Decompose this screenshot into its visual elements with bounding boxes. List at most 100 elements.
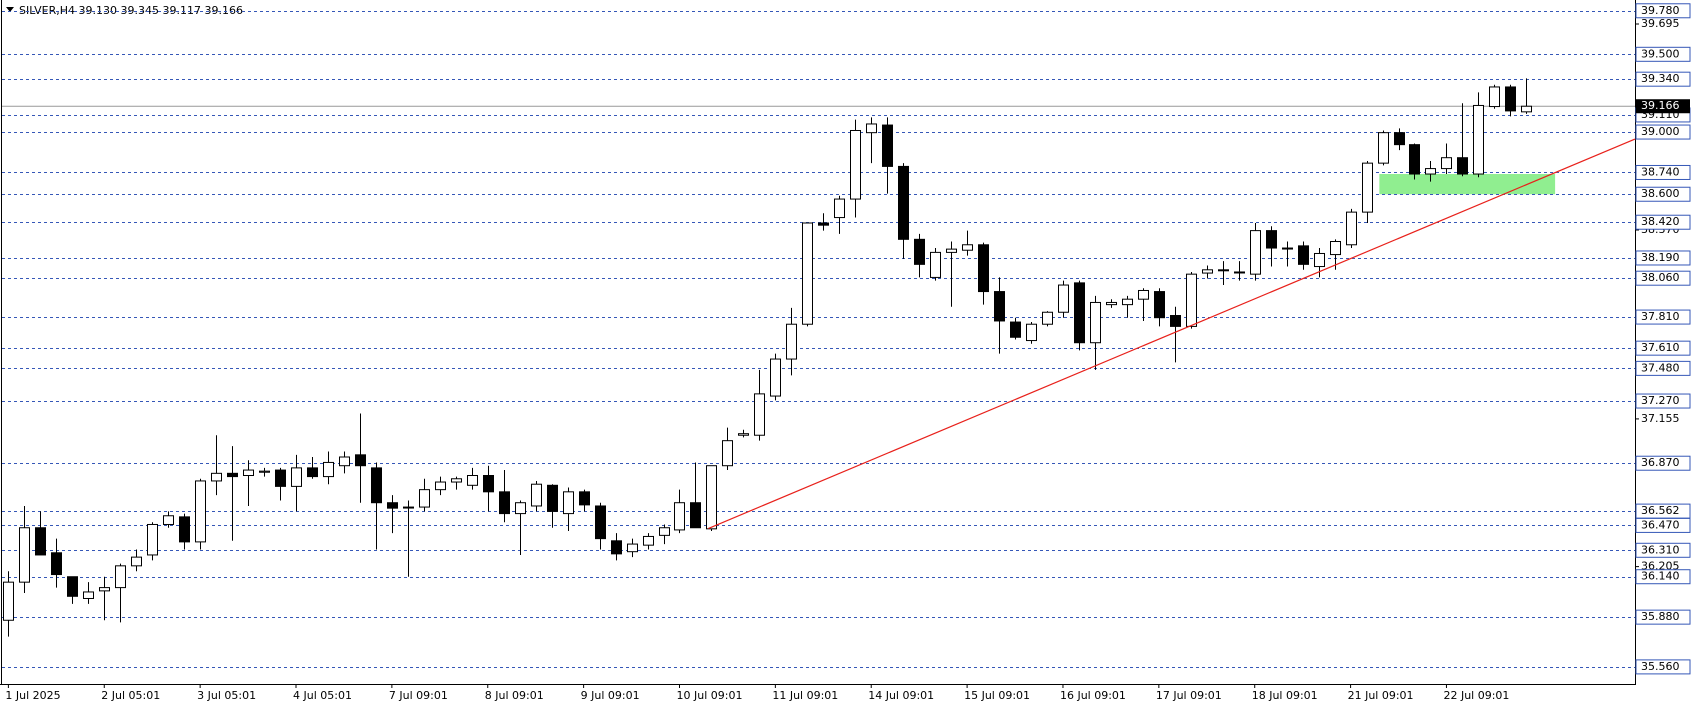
bull-body [1090, 301, 1101, 344]
level-label-box [1635, 124, 1691, 140]
level-label: 38.060 [1641, 271, 1680, 284]
level-label-box [1635, 340, 1691, 356]
bull-body [115, 565, 126, 589]
x-tick-label: 15 Jul 09:01 [964, 689, 1030, 702]
bear-body [227, 472, 238, 478]
zone [1379, 174, 1556, 195]
bull-body [722, 440, 733, 467]
bull-body [962, 244, 973, 251]
x-tick-label: 21 Jul 09:01 [1348, 689, 1414, 702]
bear-body [1170, 315, 1181, 327]
bear-body [1505, 86, 1516, 112]
bull-body [1378, 132, 1389, 164]
level-label-box [1635, 455, 1691, 471]
level-label: 39.500 [1641, 47, 1680, 60]
bear-body [275, 469, 286, 487]
bull-body [83, 591, 94, 599]
x-tick-label: 7 Jul 09:01 [389, 689, 448, 702]
level-label: 39.780 [1641, 4, 1680, 17]
level-label: 38.740 [1641, 165, 1680, 178]
trendline [708, 138, 1636, 530]
bull-body [1346, 211, 1357, 246]
bull-body [866, 123, 877, 134]
bear-body [882, 124, 893, 167]
bull-body [754, 393, 765, 436]
level-label-box [1635, 517, 1691, 533]
level-label: 36.870 [1641, 456, 1680, 469]
bear-body [579, 491, 590, 506]
x-tick-label: 11 Jul 09:01 [772, 689, 838, 702]
bull-body [946, 248, 957, 253]
bear-body [1394, 132, 1405, 146]
bull-body [147, 523, 158, 556]
level-label-box [1635, 309, 1691, 325]
bull-body [1282, 247, 1293, 250]
bear-body [179, 516, 190, 543]
bull-body [1362, 162, 1373, 213]
bull-body [1425, 168, 1436, 175]
bear-body [371, 467, 382, 504]
x-tick-label: 14 Jul 09:01 [868, 689, 934, 702]
bull-body [1489, 86, 1500, 108]
level-label: 35.560 [1641, 660, 1680, 673]
bull-body [1026, 323, 1037, 342]
level-label: 35.880 [1641, 610, 1680, 623]
bull-body [1218, 269, 1229, 272]
bull-body [435, 481, 446, 491]
bull-body [163, 515, 174, 525]
bull-body [1058, 284, 1069, 313]
level-label-box [1635, 569, 1691, 585]
bull-body [1250, 230, 1261, 275]
bull-body [563, 491, 574, 515]
bull-body [131, 556, 142, 567]
level-label-box [1635, 46, 1691, 62]
bull-body [643, 535, 654, 546]
bear-body [499, 491, 510, 515]
y-tick-label: 39.695 [1641, 17, 1680, 30]
bear-body [355, 454, 366, 467]
level-label: 37.610 [1641, 341, 1680, 354]
level-label: 36.140 [1641, 570, 1680, 583]
x-tick-label: 17 Jul 09:01 [1156, 689, 1222, 702]
bear-body [1010, 321, 1021, 338]
level-label-box [1635, 609, 1691, 625]
bear-body [978, 244, 989, 293]
bear-body [1074, 282, 1085, 344]
level-label-box [1635, 360, 1691, 376]
level-label-box [1635, 270, 1691, 286]
bear-body [994, 291, 1005, 322]
level-label-box [1635, 164, 1691, 180]
bull-body [3, 581, 14, 621]
level-label: 37.270 [1641, 394, 1680, 407]
bull-body [291, 467, 302, 487]
x-tick-label: 4 Jul 05:01 [293, 689, 352, 702]
level-label-box [1635, 393, 1691, 409]
level-label: 39.340 [1641, 72, 1680, 85]
level-label: 39.000 [1641, 125, 1680, 138]
bull-body [627, 543, 638, 553]
level-label-box [1635, 542, 1691, 558]
bull-body [738, 433, 749, 436]
bull-body [195, 480, 206, 543]
x-tick-label: 2 Jul 05:01 [101, 689, 160, 702]
bear-body [914, 238, 925, 265]
bull-body [1234, 271, 1245, 274]
bull-body [1122, 298, 1133, 306]
x-tick-label: 22 Jul 09:01 [1443, 689, 1509, 702]
bull-body [1521, 105, 1532, 113]
level-label: 38.190 [1641, 251, 1680, 264]
bull-body [1138, 289, 1149, 300]
bull-body [243, 469, 254, 477]
level-label-box [1635, 71, 1691, 87]
x-tick-label: 16 Jul 09:01 [1060, 689, 1126, 702]
level-label: 36.310 [1641, 543, 1680, 556]
bull-body [1441, 157, 1452, 170]
bear-body [67, 576, 78, 597]
x-tick-label: 3 Jul 05:01 [197, 689, 256, 702]
last-price-label: 39.166 [1641, 99, 1680, 112]
bear-body [1154, 291, 1165, 319]
y-tick-label: 37.155 [1641, 412, 1680, 425]
